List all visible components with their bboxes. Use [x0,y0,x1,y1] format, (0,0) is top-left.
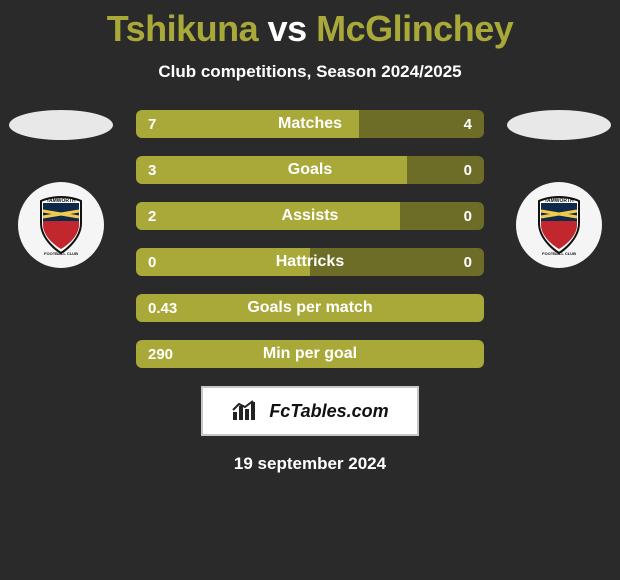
stats-bars: 74Matches30Goals20Assists00Hattricks0.43… [116,110,504,368]
brand-box[interactable]: FcTables.com [201,386,418,436]
stat-value-right: 0 [452,248,484,276]
stat-bar: 00Hattricks [136,248,484,276]
subtitle: Club competitions, Season 2024/2025 [158,62,461,82]
stat-value-right: 0 [452,156,484,184]
date-line: 19 september 2024 [234,454,386,474]
svg-text:TAMWORTH: TAMWORTH [46,198,76,204]
stat-value-left: 290 [136,340,185,368]
stat-value-left: 7 [136,110,168,138]
stat-bar: 20Assists [136,202,484,230]
right-player-column: TAMWORTH FOOTBALL CLUB [504,110,614,268]
country-flag-left [9,110,113,140]
left-player-column: TAMWORTH FOOTBALL CLUB [6,110,116,268]
svg-text:FOOTBALL CLUB: FOOTBALL CLUB [542,251,576,256]
stat-value-left: 0 [136,248,168,276]
stat-value-left: 3 [136,156,168,184]
club-crest-icon: TAMWORTH FOOTBALL CLUB [527,193,591,257]
player1-name: Tshikuna [107,8,258,49]
comparison-row: TAMWORTH FOOTBALL CLUB 74Matches30Goals2… [0,110,620,368]
brand-chart-icon [231,400,259,422]
stat-value-right: 4 [452,110,484,138]
player2-name: McGlinchey [316,8,513,49]
stat-value-right: 0 [452,202,484,230]
stat-bar: 290Min per goal [136,340,484,368]
stat-value-right [460,294,484,322]
country-flag-right [507,110,611,140]
stat-bar: 74Matches [136,110,484,138]
stat-value-left: 2 [136,202,168,230]
svg-text:FOOTBALL CLUB: FOOTBALL CLUB [44,251,78,256]
stat-value-right [460,340,484,368]
brand-text: FcTables.com [269,401,388,422]
stat-value-left: 0.43 [136,294,189,322]
club-crest-icon: TAMWORTH FOOTBALL CLUB [29,193,93,257]
vs-word: vs [258,8,316,49]
stat-bar: 0.43Goals per match [136,294,484,322]
club-badge-left: TAMWORTH FOOTBALL CLUB [18,182,104,268]
club-badge-right: TAMWORTH FOOTBALL CLUB [516,182,602,268]
stat-bar: 30Goals [136,156,484,184]
page-title: Tshikuna vs McGlinchey [107,8,513,50]
svg-text:TAMWORTH: TAMWORTH [544,198,574,204]
